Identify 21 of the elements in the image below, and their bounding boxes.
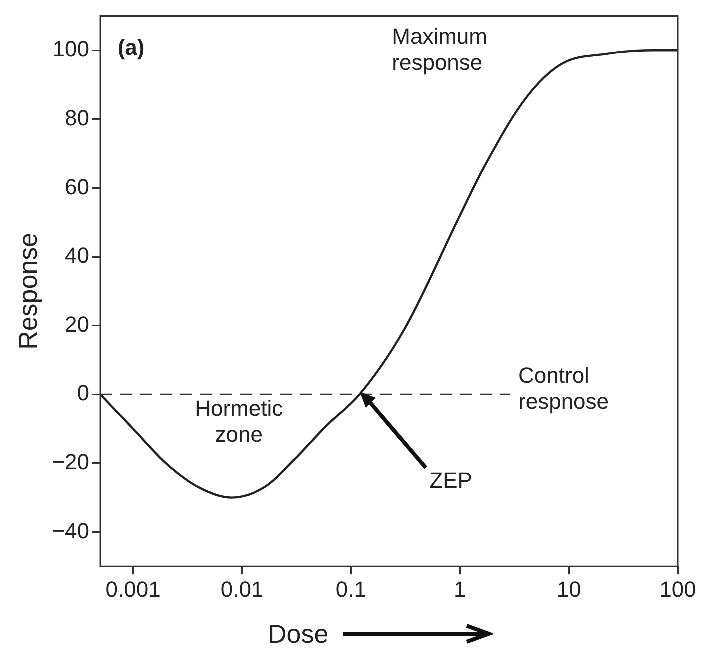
y-tick-label: −40 [52, 518, 90, 544]
y-tick-label: 40 [65, 243, 90, 268]
y-axis-title: Response [12, 232, 43, 350]
x-tick-label: 0.01 [220, 576, 264, 602]
y-tick-label: 100 [52, 36, 90, 62]
y-tick-label: 80 [65, 105, 90, 130]
y-tick-label: 0 [77, 380, 90, 406]
x-tick-label: 0.1 [336, 576, 366, 602]
x-tick-label: 1 [454, 576, 466, 602]
y-tick-label: 60 [65, 174, 90, 200]
x-tick-label: 0.001 [106, 576, 161, 602]
y-tick-label: −20 [52, 449, 90, 474]
x-tick-label: 10 [556, 576, 582, 602]
y-tick-label: 20 [65, 312, 90, 337]
annotation: ZEP [430, 468, 474, 494]
annotation: Hormetic zone [194, 396, 284, 448]
x-axis-title: Dose [268, 618, 329, 650]
ref-line-label: Control respnose [518, 362, 610, 415]
annotation: (a) [118, 35, 146, 62]
x-tick-label: 100 [660, 576, 696, 602]
annotation: Maximum response [392, 24, 488, 76]
